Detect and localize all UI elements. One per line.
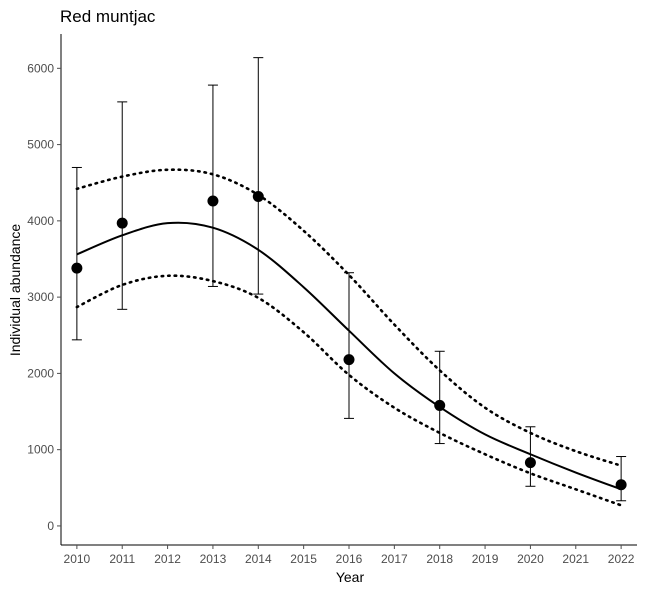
x-tick-label: 2011 — [109, 552, 135, 566]
x-tick-label: 2010 — [64, 552, 91, 566]
x-tick-label: 2017 — [381, 552, 408, 566]
data-point — [252, 190, 264, 202]
x-tick-label: 2021 — [562, 552, 589, 566]
y-tick-label: 4000 — [27, 214, 54, 228]
x-tick-label: 2012 — [154, 552, 181, 566]
plot-area: 0 1000 2000 3000 4000 5000 6000 2010 2011 2012 201… — [27, 34, 637, 566]
data-point — [434, 399, 446, 411]
x-tick-label: 2022 — [608, 552, 635, 566]
y-tick-label: 0 — [47, 519, 54, 533]
x-tick-label: 2014 — [245, 552, 272, 566]
y-tick-label: 2000 — [27, 366, 54, 380]
data-point — [207, 195, 219, 207]
data-point — [343, 354, 355, 366]
confidence-line — [75, 274, 623, 507]
y-tick-label: 6000 — [27, 61, 54, 75]
data-point — [615, 479, 627, 491]
x-tick-label: 2015 — [290, 552, 317, 566]
x-tick-label: 2019 — [472, 552, 499, 566]
data-point — [524, 457, 536, 469]
y-tick-label: 3000 — [27, 290, 54, 304]
y-tick-label: 5000 — [27, 138, 54, 152]
chart-title: Red muntjac — [60, 7, 156, 26]
x-tick-label: 2020 — [517, 552, 544, 566]
x-axis-label: Year — [336, 569, 365, 585]
data-point — [71, 262, 83, 274]
x-tick-label: 2018 — [426, 552, 453, 566]
x-tick-label: 2013 — [200, 552, 227, 566]
data-point — [116, 217, 128, 229]
x-tick-label: 2016 — [336, 552, 363, 566]
y-axis-label: Individual abundance — [7, 224, 23, 357]
y-tick-label: 1000 — [27, 443, 54, 457]
